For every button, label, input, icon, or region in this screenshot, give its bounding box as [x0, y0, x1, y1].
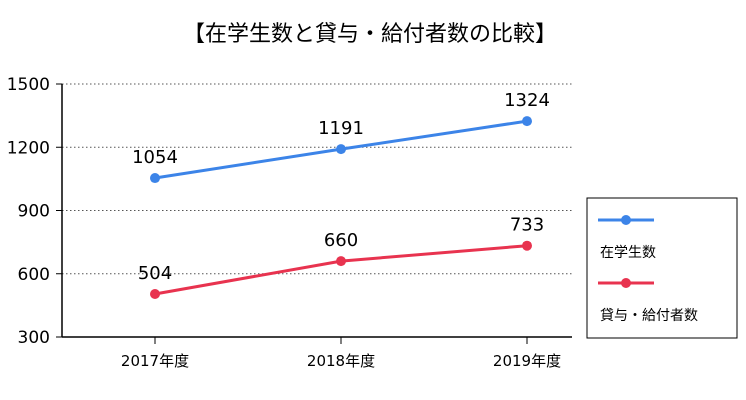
data-point: [336, 256, 346, 267]
data-point: [522, 116, 532, 127]
data-point: [336, 144, 346, 155]
y-tick-label: 300: [18, 328, 50, 348]
legend-swatch-marker: [621, 278, 631, 288]
series-1: 1054 1191 1324: [132, 90, 550, 184]
x-tick-label: 2017年度: [121, 352, 189, 370]
y-tick-label: 1500: [7, 75, 50, 95]
data-label: 1191: [318, 118, 364, 139]
data-label: 733: [510, 215, 544, 236]
x-tick-label: 2018年度: [307, 352, 375, 370]
series-2: 504 660 733: [138, 215, 544, 299]
data-label: 660: [324, 230, 358, 251]
data-point: [150, 288, 160, 299]
legend-label: 貸与・給付者数: [600, 308, 698, 324]
y-axis-ticks: 300 600 900 1200 1500: [7, 75, 62, 348]
legend-item: 貸与・給付者数: [598, 278, 698, 324]
legend-label: 在学生数: [600, 245, 656, 261]
data-label: 1054: [132, 147, 178, 168]
series-line: [154, 244, 528, 296]
y-tick-label: 600: [18, 265, 50, 285]
x-axis-ticks: 2017年度 2018年度 2019年度: [121, 337, 561, 370]
grid-lines: [62, 83, 572, 275]
data-label: 1324: [504, 90, 550, 111]
series-group: 1054 1191 1324 504 660 733: [132, 90, 550, 299]
legend-swatch-marker: [621, 215, 631, 225]
y-tick-label: 1200: [7, 138, 50, 158]
data-label: 504: [138, 263, 172, 284]
x-tick-label: 2019年度: [493, 352, 561, 370]
chart-title: 【在学生数と貸与・給付者数の比較】: [183, 22, 557, 47]
data-point: [522, 240, 532, 251]
y-tick-label: 900: [18, 202, 50, 222]
data-point: [150, 173, 160, 184]
legend-item: 在学生数: [598, 215, 656, 261]
